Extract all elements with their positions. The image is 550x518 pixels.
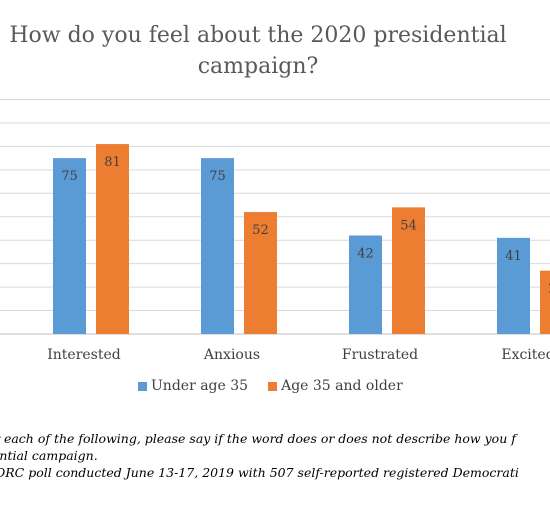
chart-title: How do you feel about the 2020 president… — [0, 20, 516, 82]
legend-swatch-under-35 — [138, 381, 147, 391]
legend-swatch-35-and-older — [268, 381, 278, 391]
category-label-excited: Excited — [501, 347, 550, 363]
chart-title-line-2: campaign? — [197, 54, 319, 79]
bar-excited-under-35 — [497, 237, 530, 334]
legend-item-35-and-older: Age 35 and older — [268, 378, 403, 394]
bar-anxious-35-and-older — [244, 212, 277, 334]
note-line-2: ential campaign. — [0, 448, 98, 463]
category-label-frustrated: Frustrated — [342, 347, 418, 363]
data-label-frustrated-under-35: 42 — [357, 247, 374, 262]
note-line-1: r each of the following, please say if t… — [0, 431, 516, 446]
bar-interested-35-and-older — [96, 144, 129, 334]
legend-label-35-and-older: Age 35 and older — [281, 378, 403, 394]
chart-legend: Under age 35 Age 35 and older — [138, 376, 403, 396]
bar-interested-under-35 — [53, 158, 86, 334]
legend-label-under-35: Under age 35 — [151, 378, 249, 394]
chart-notes: r each of the following, please say if t… — [0, 430, 550, 481]
bar-excited-35-and-older — [540, 270, 550, 334]
chart-title-line-1: How do you feel about the 2020 president… — [9, 23, 507, 48]
data-label-frustrated-35-and-older: 54 — [400, 218, 417, 233]
category-label-anxious: Anxious — [203, 347, 260, 363]
data-label-anxious-35-and-older: 52 — [252, 223, 269, 238]
data-label-interested-under-35: 75 — [61, 169, 78, 184]
data-label-interested-35-and-older: 81 — [104, 155, 121, 170]
bar-frustrated-under-35 — [349, 235, 382, 334]
bar-frustrated-35-and-older — [392, 207, 425, 334]
data-label-excited-35-and-older: 27 — [548, 282, 550, 297]
note-line-3: JORC poll conducted June 13-17, 2019 wit… — [0, 465, 519, 480]
bar-chart: 75 81 Interested 75 52 Anxious 42 54 Frustrated 4… — [0, 99, 550, 363]
category-label-interested: Interested — [47, 347, 121, 363]
data-label-excited-under-35: 41 — [505, 249, 522, 264]
bar-anxious-under-35 — [201, 158, 234, 334]
legend-item-under-35: Under age 35 — [138, 378, 248, 394]
data-label-anxious-under-35: 75 — [209, 169, 226, 184]
